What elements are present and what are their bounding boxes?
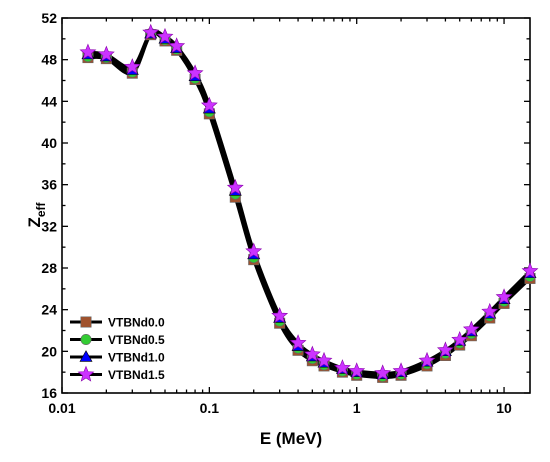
y-axis-title-sub: eff (34, 201, 48, 217)
y-tick-label: 36 (41, 177, 57, 193)
legend-label: VTBNd1.0 (108, 351, 165, 365)
y-tick-label: 48 (41, 52, 57, 68)
x-tick-label: 1 (353, 400, 361, 416)
marker-star (436, 341, 454, 358)
marker-star (418, 351, 436, 368)
x-tick-label: 10 (496, 400, 512, 416)
marker-star (245, 242, 263, 259)
markers (79, 23, 539, 383)
legend-label: VTBNd1.5 (108, 368, 165, 382)
marker-star (186, 64, 204, 81)
y-tick-label: 40 (41, 135, 57, 151)
y-tick-label: 44 (41, 93, 57, 109)
marker-star (168, 37, 186, 54)
marker-triangle (79, 350, 93, 362)
y-tick-label: 28 (41, 260, 57, 276)
legend-label: VTBNd0.5 (108, 333, 165, 347)
axes: 16 20 24 28 32 36 40 44 48 52 0.01 0.1 1 10 (41, 10, 531, 416)
legend: VTBNd0.0 VTBNd0.5 VTBNd1.0 VTBNd1.5 (70, 316, 165, 382)
marker-star (142, 23, 160, 40)
marker-star (226, 178, 244, 195)
marker-star (495, 288, 513, 305)
marker-square (80, 316, 92, 328)
marker-star (521, 262, 539, 279)
y-tick-label: 32 (41, 218, 57, 234)
marker-star (271, 307, 289, 324)
marker-star (315, 351, 333, 368)
marker-star (374, 364, 392, 381)
marker-circle (80, 333, 92, 345)
marker-star (392, 362, 410, 379)
marker-star (348, 362, 366, 379)
marker-star (123, 58, 141, 75)
marker-star (451, 331, 469, 348)
marker-star (481, 302, 499, 319)
marker-star (289, 334, 307, 351)
marker-star (200, 96, 218, 113)
y-axis-title: Zeff (25, 201, 48, 227)
x-tick-label: 0.1 (200, 400, 220, 416)
x-tick-label: 0.01 (48, 400, 75, 416)
marker-star (77, 365, 95, 382)
y-tick-label: 16 (41, 385, 57, 401)
y-tick-label: 52 (41, 10, 57, 26)
marker-star (333, 359, 351, 376)
y-tick-label: 24 (41, 302, 57, 318)
marker-star (303, 345, 321, 362)
marker-star (156, 27, 174, 44)
legend-label: VTBNd0.0 (108, 316, 165, 330)
y-tick-label: 20 (41, 343, 57, 359)
marker-star (79, 43, 97, 60)
x-axis-title: E (MeV) (260, 429, 322, 448)
marker-star (97, 45, 115, 62)
marker-star (462, 320, 480, 337)
y-axis-title-main: Z (25, 217, 44, 227)
